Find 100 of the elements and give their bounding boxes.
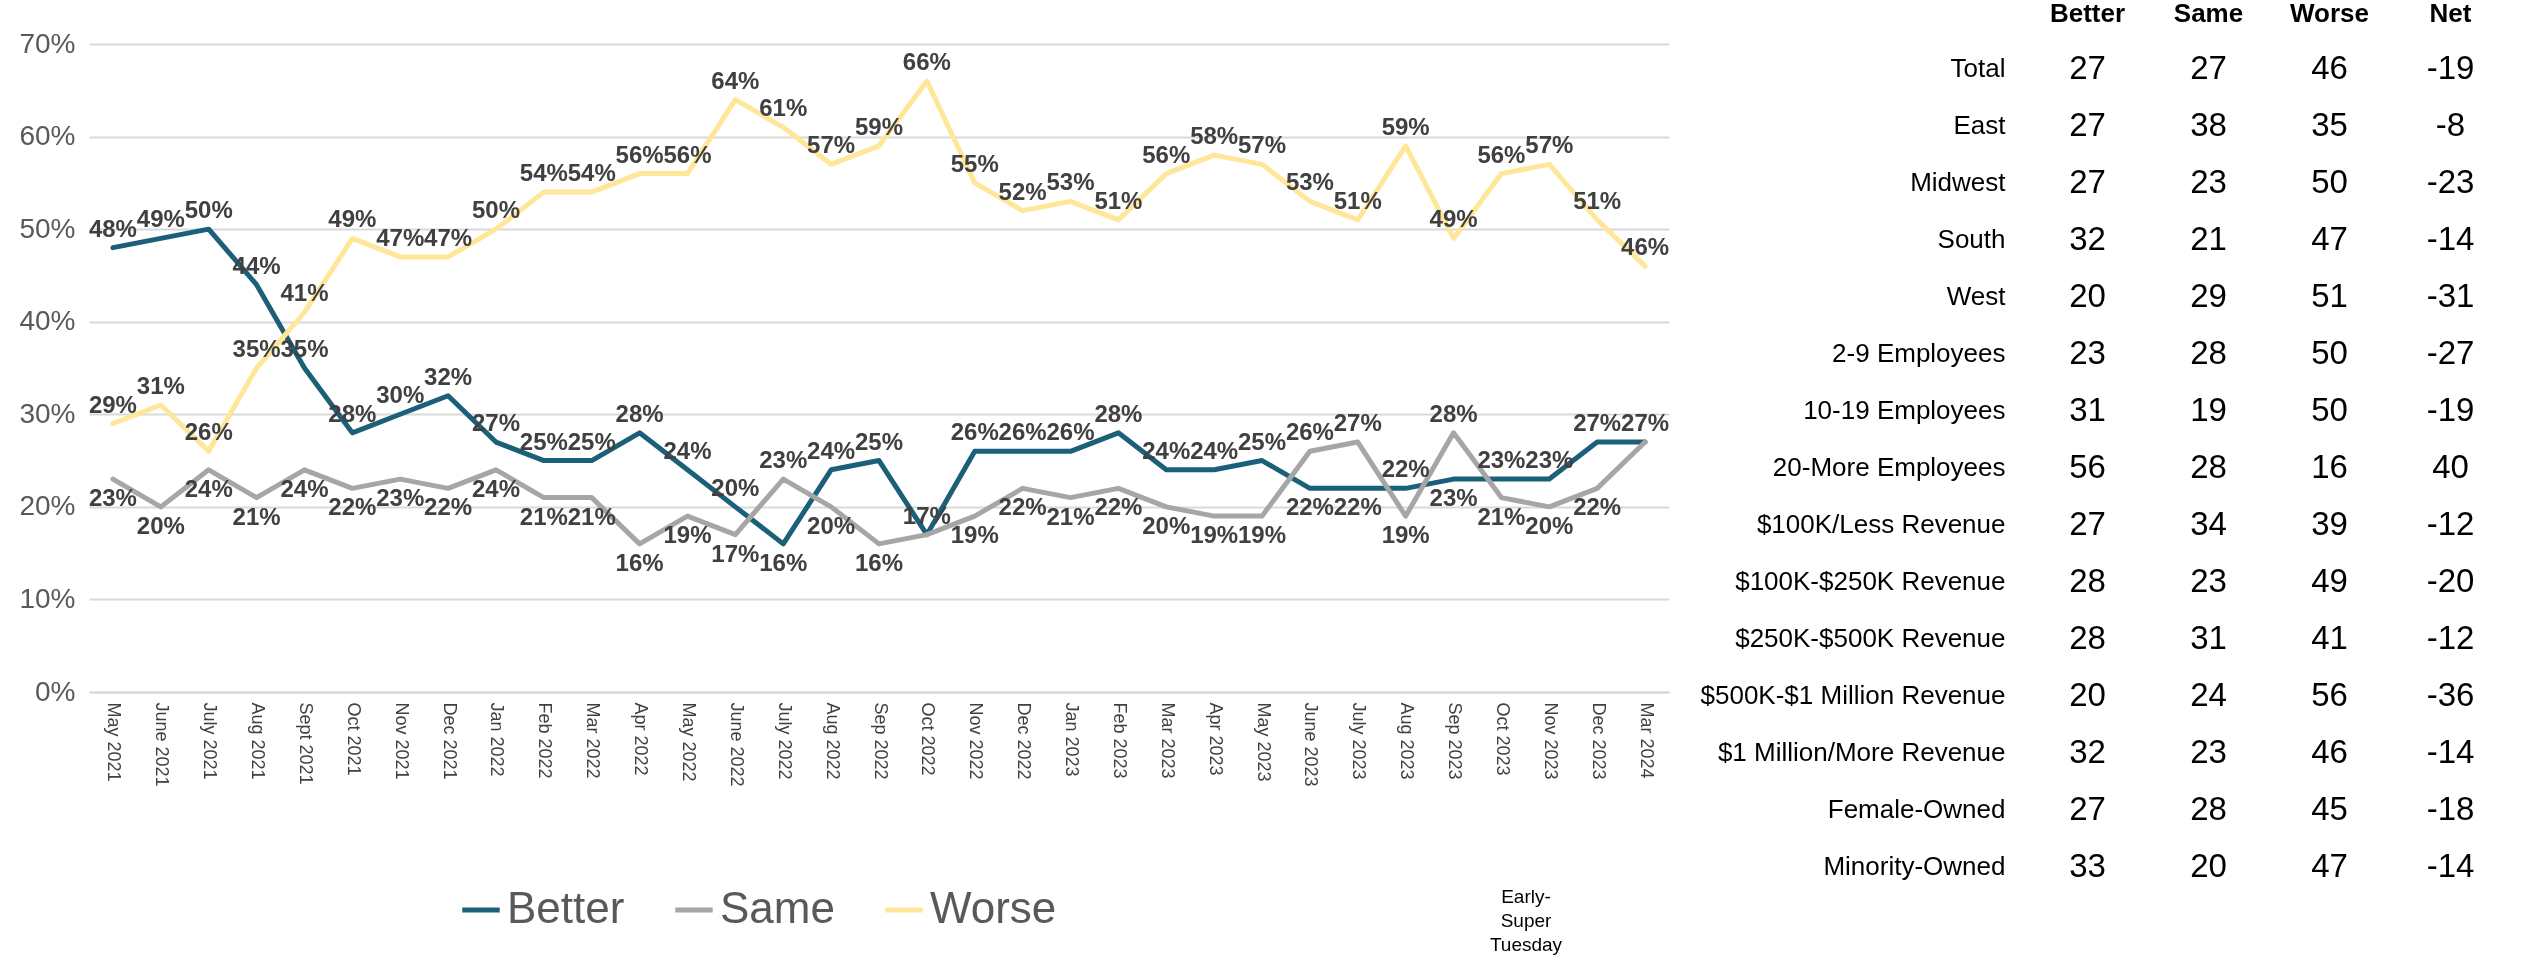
x-tick-label: Net	[2429, 0, 2472, 28]
data-label: 27	[2069, 162, 2106, 200]
x-tick-label: Aug 2022	[822, 702, 843, 780]
data-label: 49%	[1429, 205, 1478, 233]
data-label: 50	[2311, 333, 2348, 371]
data-label: 51%	[1094, 186, 1143, 214]
data-label: 33	[2069, 846, 2106, 884]
y-tick-label: 40%	[19, 305, 76, 337]
legend-label: Same	[720, 883, 835, 932]
data-label: 20%	[711, 473, 760, 501]
data-label: 41%	[280, 279, 329, 307]
y-tick-label: $250K-$500K Revenue	[1735, 622, 2006, 653]
x-tick-label: Aug 2021	[248, 702, 269, 780]
data-label: 19%	[950, 521, 999, 549]
y-tick-label: 0%	[35, 675, 76, 707]
data-label: 21	[2190, 219, 2227, 257]
data-label: 47	[2311, 846, 2348, 884]
data-label: 29%	[88, 390, 137, 418]
data-label: 59%	[1381, 112, 1430, 140]
x-tick-label: June 2022	[726, 702, 747, 787]
data-label: 21%	[1046, 502, 1095, 530]
data-label: 22%	[1285, 493, 1334, 521]
x-tick-label: Dec 2023	[1588, 702, 1609, 780]
data-label: 19%	[663, 521, 712, 549]
data-label: 56%	[1477, 140, 1526, 168]
data-label: 25%	[567, 427, 616, 455]
data-label: 22%	[1094, 493, 1143, 521]
data-label: 16%	[759, 548, 808, 576]
data-label: -23	[2426, 162, 2475, 200]
data-label: 24%	[280, 474, 329, 502]
x-tick-label: Nov 2021	[391, 702, 412, 780]
data-label: 23%	[759, 446, 808, 474]
data-label: 56%	[615, 140, 664, 168]
data-label: 24%	[663, 436, 712, 464]
data-label: 64%	[711, 66, 760, 94]
data-label: 49%	[136, 205, 185, 233]
data-label: 38	[2190, 105, 2227, 143]
data-label: 21%	[232, 502, 281, 530]
data-label: 46%	[1621, 233, 1670, 261]
y-tick-label: $100K/Less Revenue	[1756, 508, 2006, 539]
data-label: 39	[2311, 504, 2348, 542]
data-label: 24%	[1190, 436, 1239, 464]
y-tick-label: South	[1937, 223, 2006, 254]
data-label: 24%	[184, 474, 233, 502]
data-label: 27	[2069, 789, 2106, 827]
data-label: 32%	[424, 362, 473, 390]
y-tick-label: West	[1946, 280, 2007, 311]
legend-label: Worse	[930, 883, 1057, 932]
data-label: 20	[2069, 276, 2106, 314]
data-label: 54%	[519, 159, 568, 187]
data-label: 24	[2190, 675, 2227, 713]
data-label: 23%	[1429, 484, 1478, 512]
data-label: -19	[2426, 48, 2475, 86]
x-tick-label: Jan 2023	[1062, 702, 1083, 777]
data-label: 52%	[998, 177, 1047, 205]
data-label: 22%	[424, 493, 473, 521]
text: Early-Super Tuesday	[1489, 886, 1563, 955]
x-tick-label: Sep 2023	[1445, 702, 1466, 780]
x-tick-label: Nov 2023	[1540, 702, 1561, 780]
data-label: 47%	[376, 223, 425, 251]
y-tick-label: 10%	[19, 582, 76, 614]
data-label: 22%	[1573, 493, 1622, 521]
x-tick-label: Oct 2023	[1492, 702, 1513, 776]
data-label: 26%	[184, 418, 233, 446]
data-label: -14	[2426, 846, 2475, 884]
x-tick-label: Mar 2022	[583, 702, 604, 779]
data-label: 25%	[1238, 427, 1287, 455]
x-tick-label: Jan 2022	[487, 702, 508, 777]
data-label: 24%	[471, 474, 520, 502]
x-tick-label: May 2022	[678, 702, 699, 782]
data-label: 28%	[1429, 399, 1478, 427]
x-tick-label: Mar 2023	[1157, 702, 1178, 779]
data-label: 50%	[471, 196, 520, 224]
data-label: 27%	[1573, 409, 1622, 437]
x-tick-label: Dec 2021	[439, 702, 460, 780]
data-label: 22%	[1381, 455, 1430, 483]
data-label: 51%	[1333, 186, 1382, 214]
data-label: 24%	[1142, 436, 1191, 464]
data-label: -12	[2426, 504, 2475, 542]
data-label: 20	[2190, 846, 2227, 884]
data-label: 19%	[1381, 521, 1430, 549]
data-label: 31	[2069, 390, 2106, 428]
x-tick-label: Oct 2022	[918, 702, 939, 776]
x-tick-label: Aug 2023	[1397, 702, 1418, 780]
data-label: 56	[2311, 675, 2348, 713]
data-label: 21%	[519, 502, 568, 530]
x-tick-label: July 2023	[1349, 702, 1370, 780]
data-label: 23%	[1525, 446, 1574, 474]
data-label: 31%	[136, 372, 185, 400]
data-label: 28	[2190, 789, 2227, 827]
data-label: 22%	[1333, 493, 1382, 521]
data-label: 27%	[1621, 409, 1670, 437]
data-label: 25%	[854, 427, 904, 455]
data-label: -31	[2426, 276, 2475, 314]
x-tick-label: Sep 2022	[870, 702, 891, 780]
x-tick-label: June 2023	[1301, 702, 1322, 787]
data-label: 46	[2311, 48, 2348, 86]
data-label: 46	[2311, 732, 2348, 770]
data-label: -8	[2435, 105, 2466, 143]
data-label: 27%	[1333, 409, 1382, 437]
